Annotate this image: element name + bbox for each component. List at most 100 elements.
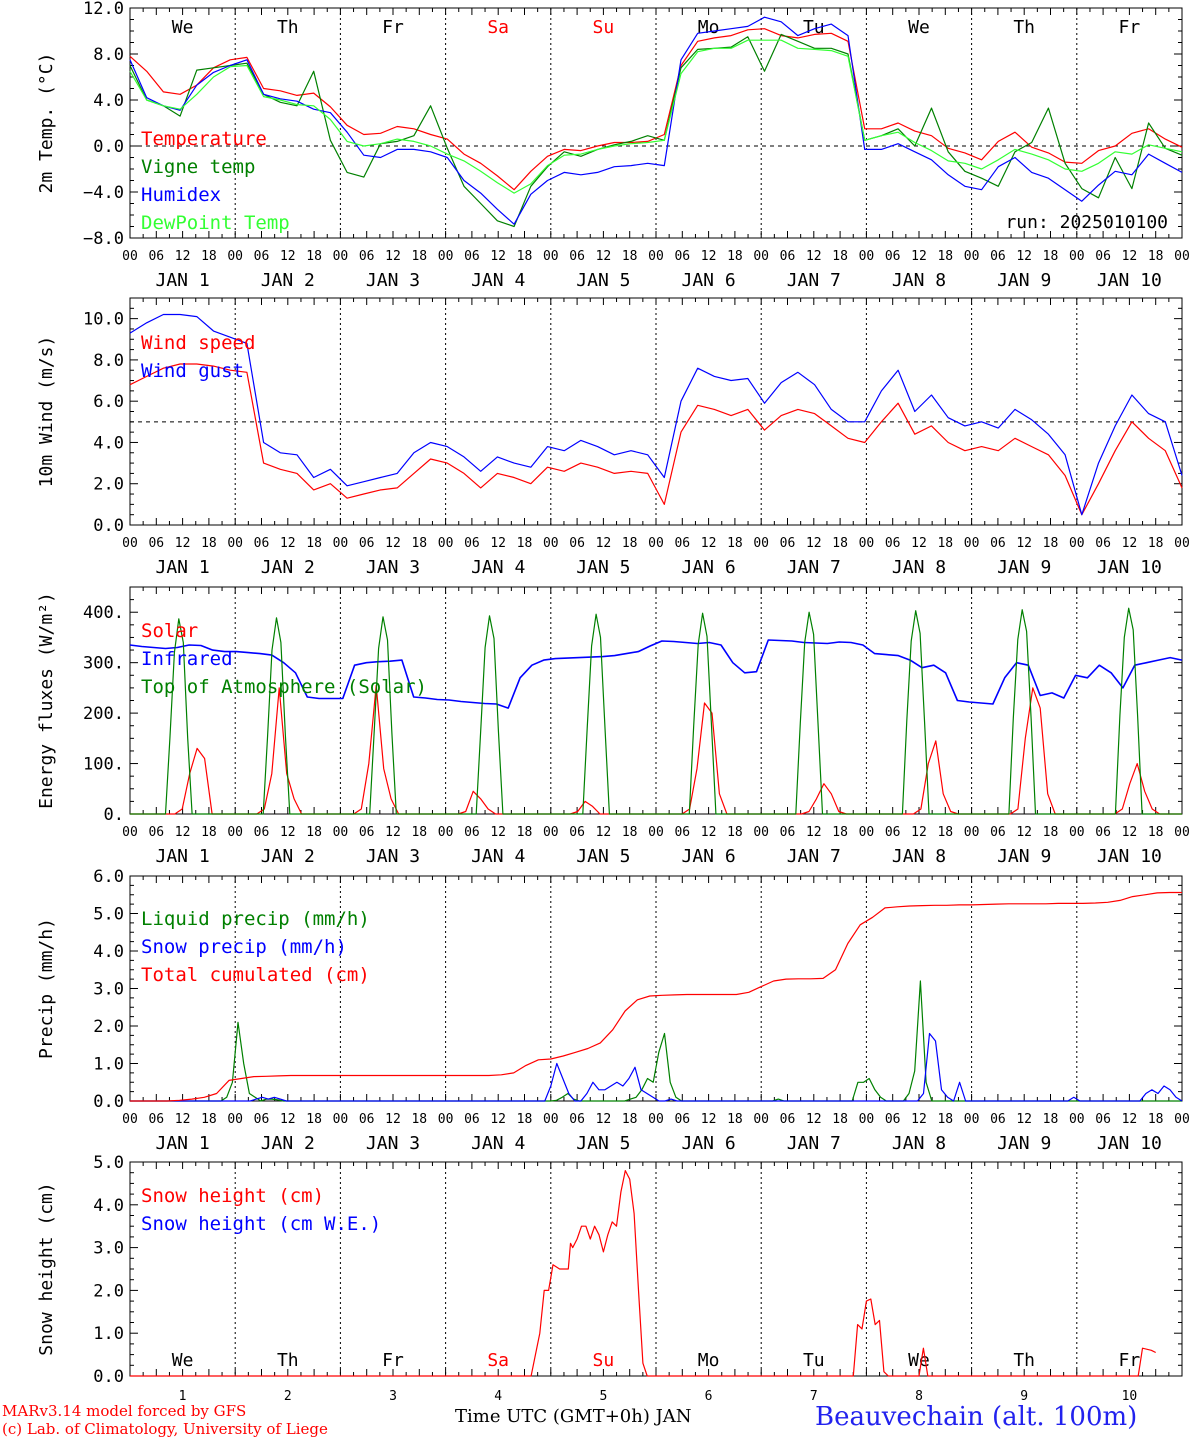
- x-hour-label: 12: [1122, 1112, 1138, 1127]
- x-date-label: JAN 10: [1097, 557, 1162, 578]
- x-hour-label: 00: [543, 536, 559, 551]
- x-date-label: JAN 5: [576, 1133, 630, 1154]
- x-hour-label: 18: [1148, 1112, 1164, 1127]
- x-hour-label: 06: [780, 249, 796, 264]
- x-date-label: JAN 8: [892, 1133, 946, 1154]
- y-tick-label: 2.0: [93, 1281, 124, 1301]
- x-date-label: JAN 2: [261, 846, 315, 867]
- x-hour-label: 06: [674, 249, 690, 264]
- x-hour-label: 12: [490, 825, 506, 840]
- series-line: [129, 363, 1183, 516]
- x-hour-label: 06: [885, 536, 901, 551]
- x-hour-label: 00: [1174, 1112, 1190, 1127]
- x-hour-label: 12: [490, 536, 506, 551]
- y-tick-label: 6.0: [93, 392, 124, 412]
- legend-entry: Snow precip (mm/h): [141, 936, 347, 958]
- x-hour-label: 12: [385, 249, 401, 264]
- lab-credit: (c) Lab. of Climatology, University of L…: [2, 1420, 328, 1438]
- x-date-label: JAN 5: [576, 557, 630, 578]
- x-hour-label: 00: [122, 825, 138, 840]
- x-date-label: JAN 6: [682, 557, 736, 578]
- weekday-label: Th: [1013, 1350, 1035, 1371]
- weekday-label: Tu: [803, 17, 825, 38]
- x-hour-label: 18: [201, 1112, 217, 1127]
- legend-entry: Total cumulated (cm): [141, 964, 370, 986]
- plot-frame: [129, 297, 1183, 526]
- x-hour-label: 00: [333, 1112, 349, 1127]
- x-hour-label: 00: [333, 249, 349, 264]
- x-hour-label: 06: [569, 536, 585, 551]
- x-hour-label: 12: [280, 249, 296, 264]
- y-axis-label: 10m Wind (m/s): [36, 336, 57, 488]
- x-hour-label: 00: [964, 249, 980, 264]
- x-hour-label: 18: [1043, 536, 1059, 551]
- weekday-label: Sa: [487, 17, 509, 38]
- y-axis-label: 2m Temp. (°C): [36, 53, 57, 194]
- day-number-label: 6: [705, 1389, 713, 1404]
- x-hour-label: 00: [648, 1112, 664, 1127]
- x-hour-label: 00: [859, 536, 875, 551]
- legend-entry: Snow height (cm W.E.): [141, 1213, 381, 1235]
- x-hour-label: 00: [753, 249, 769, 264]
- x-hour-label: 06: [1095, 825, 1111, 840]
- x-hour-label: 18: [832, 825, 848, 840]
- weekday-label: Mo: [698, 1350, 720, 1371]
- x-hour-label: 00: [648, 825, 664, 840]
- x-date-label: JAN 6: [682, 846, 736, 867]
- y-tick-label: 10.0: [83, 310, 124, 330]
- x-hour-label: 12: [596, 249, 612, 264]
- x-hour-label: 18: [937, 825, 953, 840]
- series-line: [130, 1169, 1156, 1377]
- x-date-label: JAN 5: [576, 846, 630, 867]
- x-date-label: JAN 3: [366, 270, 420, 291]
- x-date-label: JAN 4: [471, 1133, 525, 1154]
- x-date-label: JAN 7: [787, 1133, 841, 1154]
- x-hour-label: 12: [701, 825, 717, 840]
- x-hour-label: 18: [411, 1112, 427, 1127]
- x-hour-label: 06: [254, 825, 270, 840]
- x-hour-label: 06: [148, 536, 164, 551]
- y-tick-label: 5.0: [93, 1153, 124, 1173]
- day-number-label: 1: [179, 1389, 187, 1404]
- x-hour-label: 00: [964, 536, 980, 551]
- weekday-label: Fr: [1119, 17, 1141, 38]
- x-hour-label: 06: [569, 249, 585, 264]
- x-date-label: JAN 4: [471, 270, 525, 291]
- x-date-label: JAN 1: [156, 557, 210, 578]
- y-tick-label: 0.0: [93, 516, 124, 536]
- x-hour-label: 18: [937, 249, 953, 264]
- x-date-label: JAN 10: [1097, 846, 1162, 867]
- x-hour-label: 18: [622, 536, 638, 551]
- x-hour-label: 06: [1095, 536, 1111, 551]
- series-line: [130, 684, 1182, 815]
- day-number-label: 4: [494, 1389, 502, 1404]
- x-hour-label: 18: [1148, 249, 1164, 264]
- x-hour-label: 00: [227, 825, 243, 840]
- x-hour-label: 06: [359, 1112, 375, 1127]
- y-tick-label: 300.: [83, 654, 124, 674]
- x-hour-label: 18: [1148, 536, 1164, 551]
- y-tick-label: 100.: [83, 755, 124, 775]
- x-date-label: JAN 5: [576, 270, 630, 291]
- x-hour-label: 00: [753, 536, 769, 551]
- x-hour-label: 00: [859, 825, 875, 840]
- x-hour-label: 18: [832, 249, 848, 264]
- x-date-label: JAN 3: [366, 846, 420, 867]
- weekday-label: We: [172, 17, 194, 38]
- x-hour-label: 06: [254, 249, 270, 264]
- x-hour-label: 18: [306, 249, 322, 264]
- x-hour-label: 12: [701, 249, 717, 264]
- x-hour-label: 12: [175, 825, 191, 840]
- x-hour-label: 06: [885, 1112, 901, 1127]
- x-hour-label: 12: [175, 249, 191, 264]
- y-tick-label: 3.0: [93, 1239, 124, 1259]
- x-hour-label: 00: [543, 1112, 559, 1127]
- x-hour-label: 12: [1122, 825, 1138, 840]
- x-hour-label: 18: [517, 249, 533, 264]
- weekday-label: We: [908, 17, 930, 38]
- x-hour-label: 12: [280, 825, 296, 840]
- x-date-label: JAN 4: [471, 557, 525, 578]
- x-hour-label: 06: [674, 825, 690, 840]
- x-hour-label: 18: [201, 249, 217, 264]
